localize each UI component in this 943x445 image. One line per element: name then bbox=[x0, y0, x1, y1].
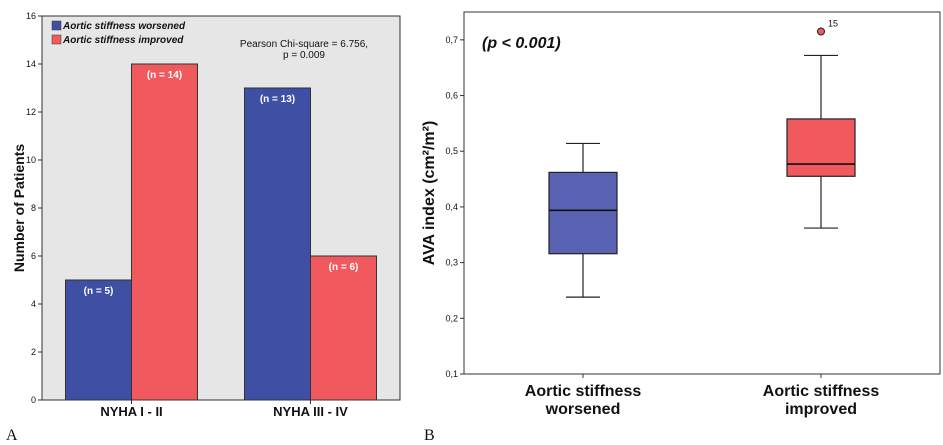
panel-a-bars: (n = 5) (n = 14) (n = 13) (n = 6) bbox=[65, 63, 377, 401]
panel-a-y-tick-label: 14 bbox=[26, 59, 36, 69]
panel-a-letter: A bbox=[6, 427, 18, 444]
panel-b-y-tick-label: 0,4 bbox=[445, 202, 458, 212]
panel-a-y-axis-title: Number of Patients bbox=[11, 144, 27, 273]
panel-a-y-tick-label: 4 bbox=[31, 299, 36, 309]
panel-a-bar-data-label: (n = 5) bbox=[84, 286, 114, 297]
panel-a-bar-data-label: (n = 13) bbox=[260, 94, 295, 105]
panel-a-x-tick-label: NYHA III - IV bbox=[273, 404, 348, 419]
panel-a-x-axis: NYHA I - II NYHA III - IV bbox=[100, 400, 348, 419]
panel-b-y-axis-title: AVA index (cm²/m²) bbox=[421, 121, 438, 266]
panel-b-box bbox=[548, 171, 618, 255]
panel-a-bar-data-label: (n = 6) bbox=[329, 262, 359, 273]
panel-b-plot-area bbox=[463, 11, 941, 375]
panel-b-x-tick-label: worsened bbox=[545, 401, 621, 418]
panel-a-legend-swatch bbox=[51, 20, 62, 31]
panel-a-legend-swatch bbox=[51, 34, 62, 45]
panel-a-bar bbox=[65, 279, 132, 401]
panel-a-chi-square-annotation: Pearson Chi-square = 6.756, bbox=[240, 39, 368, 50]
panel-a-legend: Aortic stiffness worsened Aortic stiffnes… bbox=[49, 18, 194, 56]
panel-b-x-tick-label: Aortic stiffness bbox=[525, 383, 642, 400]
panel-b-boxes: 15 bbox=[548, 18, 856, 298]
panel-a-legend-label: Aortic stiffness worsened bbox=[62, 21, 186, 32]
panel-b-y-tick-label: 0,7 bbox=[445, 35, 458, 45]
panel-a-y-tick-label: 10 bbox=[26, 155, 36, 165]
panel-b-outlier-label: 15 bbox=[828, 18, 838, 28]
panel-a-y-tick-label: 0 bbox=[31, 395, 36, 405]
panel-b-box bbox=[786, 118, 856, 177]
panel-b-p-value-annotation: (p < 0.001) bbox=[482, 35, 561, 52]
panel-a-y-tick-label: 8 bbox=[31, 203, 36, 213]
panel-a-y-tick-label: 6 bbox=[31, 251, 36, 261]
panel-a-x-tick-label: NYHA I - II bbox=[100, 404, 162, 419]
panel-b-x-tick-label: Aortic stiffness bbox=[763, 383, 880, 400]
panel-a-legend-label: Aortic stiffness improved bbox=[62, 35, 184, 46]
panel-b-outlier-point bbox=[817, 27, 825, 36]
panel-a-bar bbox=[310, 255, 377, 401]
panel-a-y-tick-label: 12 bbox=[26, 107, 36, 117]
panel-b-box-plot: 0,1 0,2 0,3 0,4 0,5 0,6 0,7 15 Aortic stiffnes… bbox=[421, 11, 941, 444]
panel-a-bar bbox=[244, 87, 311, 401]
panel-a-p-value-annotation: p = 0.009 bbox=[283, 50, 325, 61]
panel-b-y-tick-label: 0,5 bbox=[445, 146, 458, 156]
panel-a-y-tick-label: 2 bbox=[31, 347, 36, 357]
panel-a-bar-data-label: (n = 14) bbox=[147, 70, 182, 81]
panel-b-letter: B bbox=[424, 427, 435, 444]
panel-b-y-axis: 0,1 0,2 0,3 0,4 0,5 0,6 0,7 bbox=[445, 35, 464, 379]
panel-b-y-tick-label: 0,6 bbox=[445, 91, 458, 101]
panel-b-y-tick-label: 0,1 bbox=[445, 369, 458, 379]
panel-a-legend-box bbox=[49, 18, 194, 56]
panel-a-y-axis: 0 2 4 6 8 10 12 14 16 bbox=[26, 11, 42, 405]
panel-a-y-tick-label: 16 bbox=[26, 11, 36, 21]
panel-b-y-tick-label: 0,2 bbox=[445, 313, 458, 323]
panel-b-y-tick-label: 0,3 bbox=[445, 258, 458, 268]
panel-a-bar bbox=[131, 63, 198, 401]
panel-b-x-tick-label: improved bbox=[785, 401, 857, 418]
